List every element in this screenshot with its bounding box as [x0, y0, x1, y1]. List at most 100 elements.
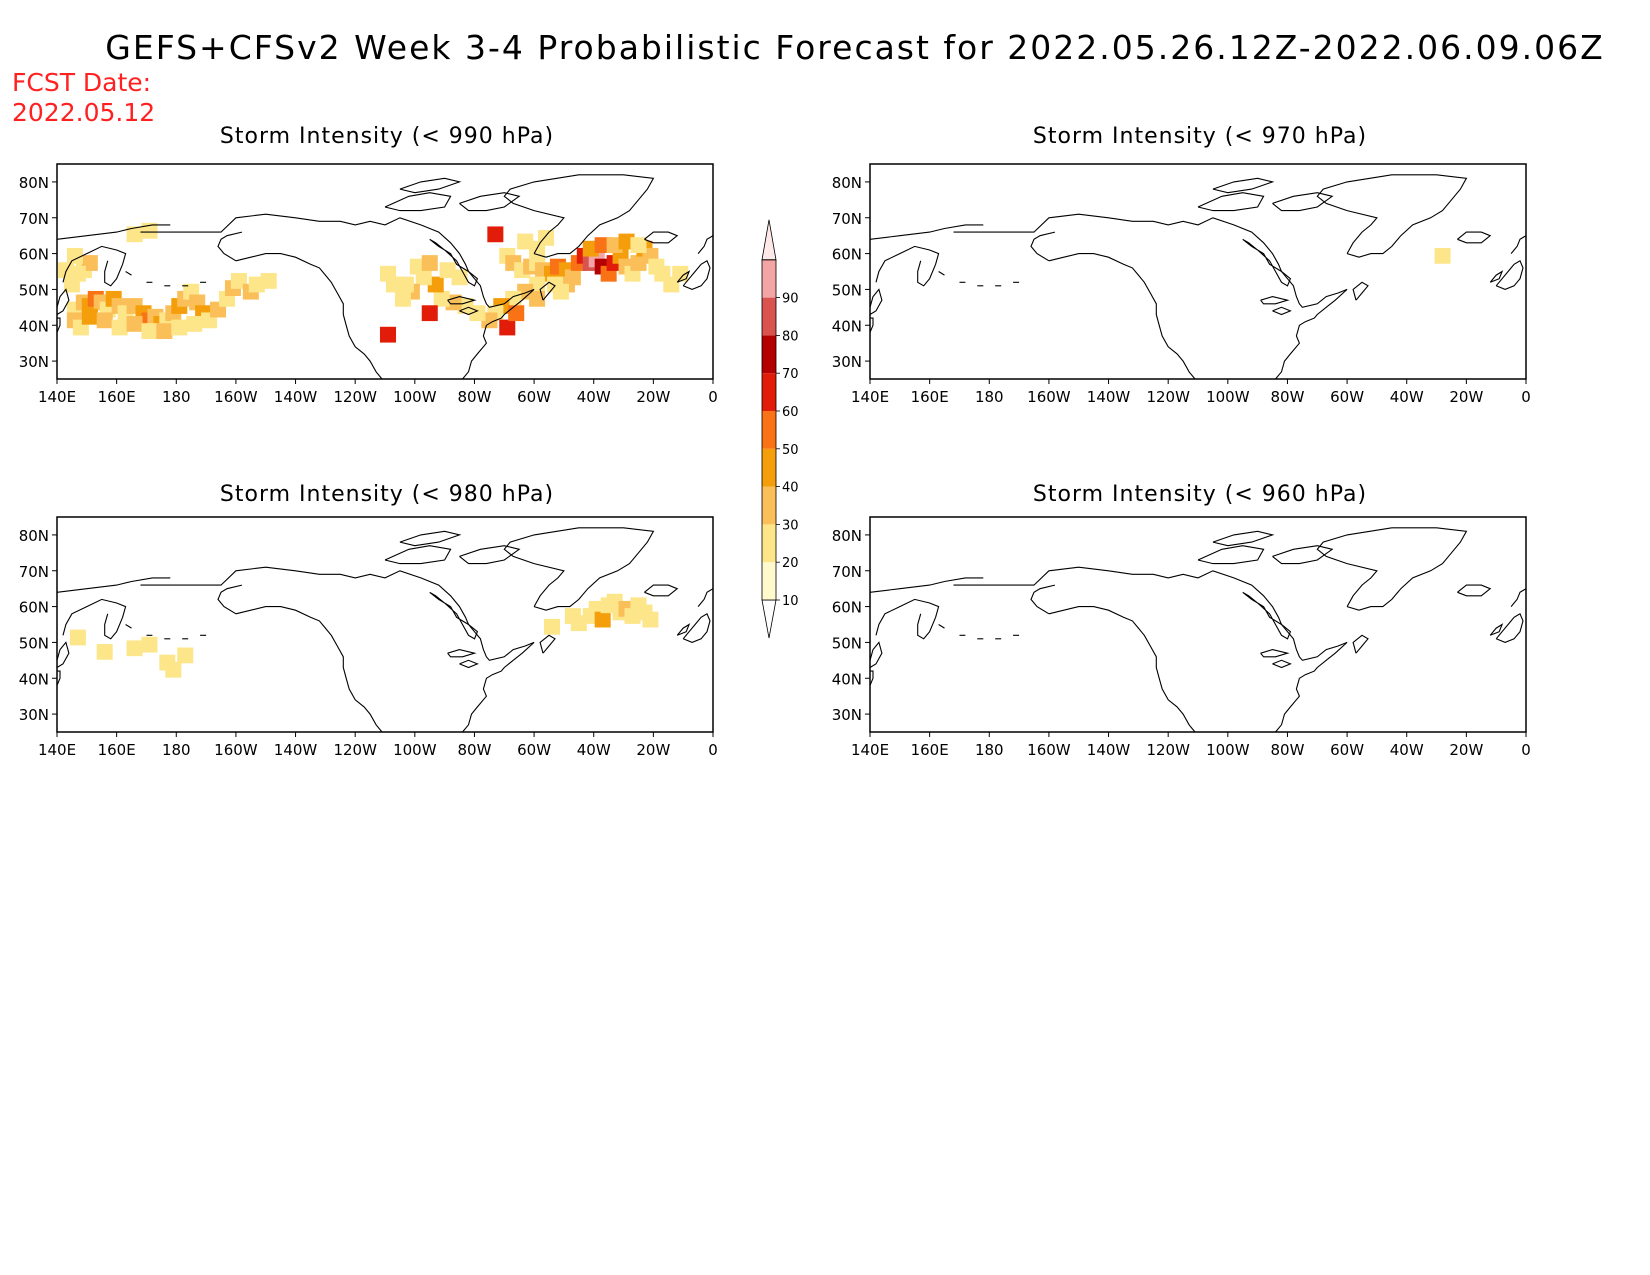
map-panel-970: 30N 40N 50N 60N 70N 80N 140E 160E 180 160W 140W 120… — [832, 163, 1531, 406]
lat-tick-label: 40N — [832, 670, 862, 688]
lon-tick-label: 0 — [708, 741, 718, 759]
coastline — [1197, 192, 1265, 212]
coastline — [1242, 591, 1292, 640]
probability-cell — [69, 629, 86, 646]
lat-tick-label: 70N — [832, 210, 862, 228]
coastline — [1212, 530, 1275, 547]
coastline — [56, 317, 61, 333]
lon-tick-label: 0 — [1521, 388, 1531, 406]
colorbar-label: 70 — [782, 367, 799, 382]
probability-cell — [421, 305, 438, 322]
main-title: GEFS+CFSv2 Week 3-4 Probabilistic Foreca… — [105, 28, 1605, 67]
coastline — [539, 634, 556, 654]
probability-cell — [1434, 247, 1451, 264]
probability-cell — [126, 316, 143, 332]
fcst-date-label: FCST Date: — [12, 68, 152, 97]
fcst-date-value: 2022.05.12 — [12, 98, 156, 127]
lat-tick-label: 60N — [832, 246, 862, 264]
lon-tick-label: 140W — [1087, 388, 1131, 406]
coastline — [644, 231, 679, 244]
lon-tick-label: 120W — [333, 741, 377, 759]
probability-cell — [141, 636, 158, 653]
coastline — [429, 238, 479, 287]
probability-cell — [385, 276, 402, 293]
map-panel-960: 30N 40N 50N 60N 70N 80N 140E 160E 180 160W 140W 120… — [832, 516, 1531, 759]
coastline — [1272, 545, 1334, 565]
probability-cell — [394, 290, 411, 307]
lat-tick-label: 30N — [19, 706, 49, 724]
map-panel-990: 30N 40N 50N 60N 70N 80N 140E 160E 180 160W 140W 120… — [19, 163, 718, 406]
lon-tick-label: 180 — [162, 741, 191, 759]
colorbar-segment — [762, 448, 776, 487]
probability-cell — [672, 265, 689, 282]
lon-tick-label: 40W — [1390, 388, 1424, 406]
coastline — [125, 624, 132, 629]
probability-cell — [379, 326, 397, 343]
coastline — [953, 566, 1348, 661]
lon-tick-label: 160W — [1027, 741, 1071, 759]
coastline — [869, 224, 984, 240]
coastline — [1048, 606, 1196, 733]
coastline — [56, 288, 70, 315]
probability-cell — [538, 230, 555, 246]
lat-tick-label: 50N — [832, 634, 862, 652]
lon-tick-label: 140E — [851, 741, 889, 759]
probability-cell — [96, 312, 113, 329]
lon-tick-label: 140E — [38, 741, 76, 759]
coastline — [503, 174, 655, 258]
lat-tick-label: 60N — [832, 599, 862, 617]
lon-tick-label: 140E — [851, 388, 889, 406]
probability-cell — [171, 319, 188, 336]
coastline — [399, 530, 462, 547]
coastline — [447, 649, 477, 658]
coastline — [1275, 641, 1348, 733]
probability-cell — [66, 247, 83, 264]
coastline — [459, 545, 521, 565]
lon-tick-label: 180 — [975, 741, 1004, 759]
probability-cell — [165, 661, 182, 678]
lon-tick-label: 20W — [636, 741, 670, 759]
coastline — [1489, 623, 1504, 636]
colorbar-segment — [762, 259, 776, 298]
coastline — [459, 192, 521, 212]
lat-tick-label: 40N — [19, 317, 49, 335]
lon-tick-label: 140W — [1087, 741, 1131, 759]
lon-tick-label: 60W — [517, 741, 551, 759]
lon-tick-label: 100W — [1206, 388, 1250, 406]
lon-tick-label: 80W — [457, 741, 491, 759]
coastline — [399, 177, 462, 194]
lon-tick-label: 0 — [1521, 741, 1531, 759]
lat-tick-label: 80N — [832, 527, 862, 545]
lat-tick-label: 30N — [19, 353, 49, 371]
coastline — [1212, 177, 1275, 194]
colorbar: 10 20 30 40 50 60 70 80 90 — [761, 219, 799, 639]
colorbar-label: 20 — [782, 556, 799, 571]
lat-tick-label: 50N — [19, 634, 49, 652]
probability-cell — [642, 611, 659, 628]
coastline — [676, 623, 691, 636]
lon-tick-label: 80W — [1270, 388, 1304, 406]
probability-cell — [111, 319, 128, 336]
probability-cell — [630, 237, 647, 253]
coastline — [503, 527, 655, 611]
coastline — [938, 624, 945, 629]
coastline — [1489, 270, 1504, 283]
coastline — [875, 598, 940, 640]
coastline — [869, 641, 883, 668]
probability-cell — [156, 323, 173, 339]
panel-title-960: Storm Intensity (< 960 hPa) — [1032, 482, 1368, 507]
lat-tick-label: 80N — [19, 527, 49, 545]
coastline — [447, 296, 477, 305]
colorbar-label: 40 — [782, 481, 799, 496]
map-frame — [869, 516, 1527, 733]
coastline — [938, 271, 945, 276]
colorbar-segment — [762, 297, 776, 336]
probability-cell — [260, 273, 277, 289]
probability-cell — [594, 611, 611, 628]
probability-cell — [141, 222, 158, 239]
colorbar-segment — [762, 411, 776, 449]
lon-tick-label: 180 — [162, 388, 191, 406]
coastline — [384, 192, 452, 212]
coastline — [1457, 231, 1492, 244]
panel-title-990: Storm Intensity (< 990 hPa) — [219, 124, 555, 149]
